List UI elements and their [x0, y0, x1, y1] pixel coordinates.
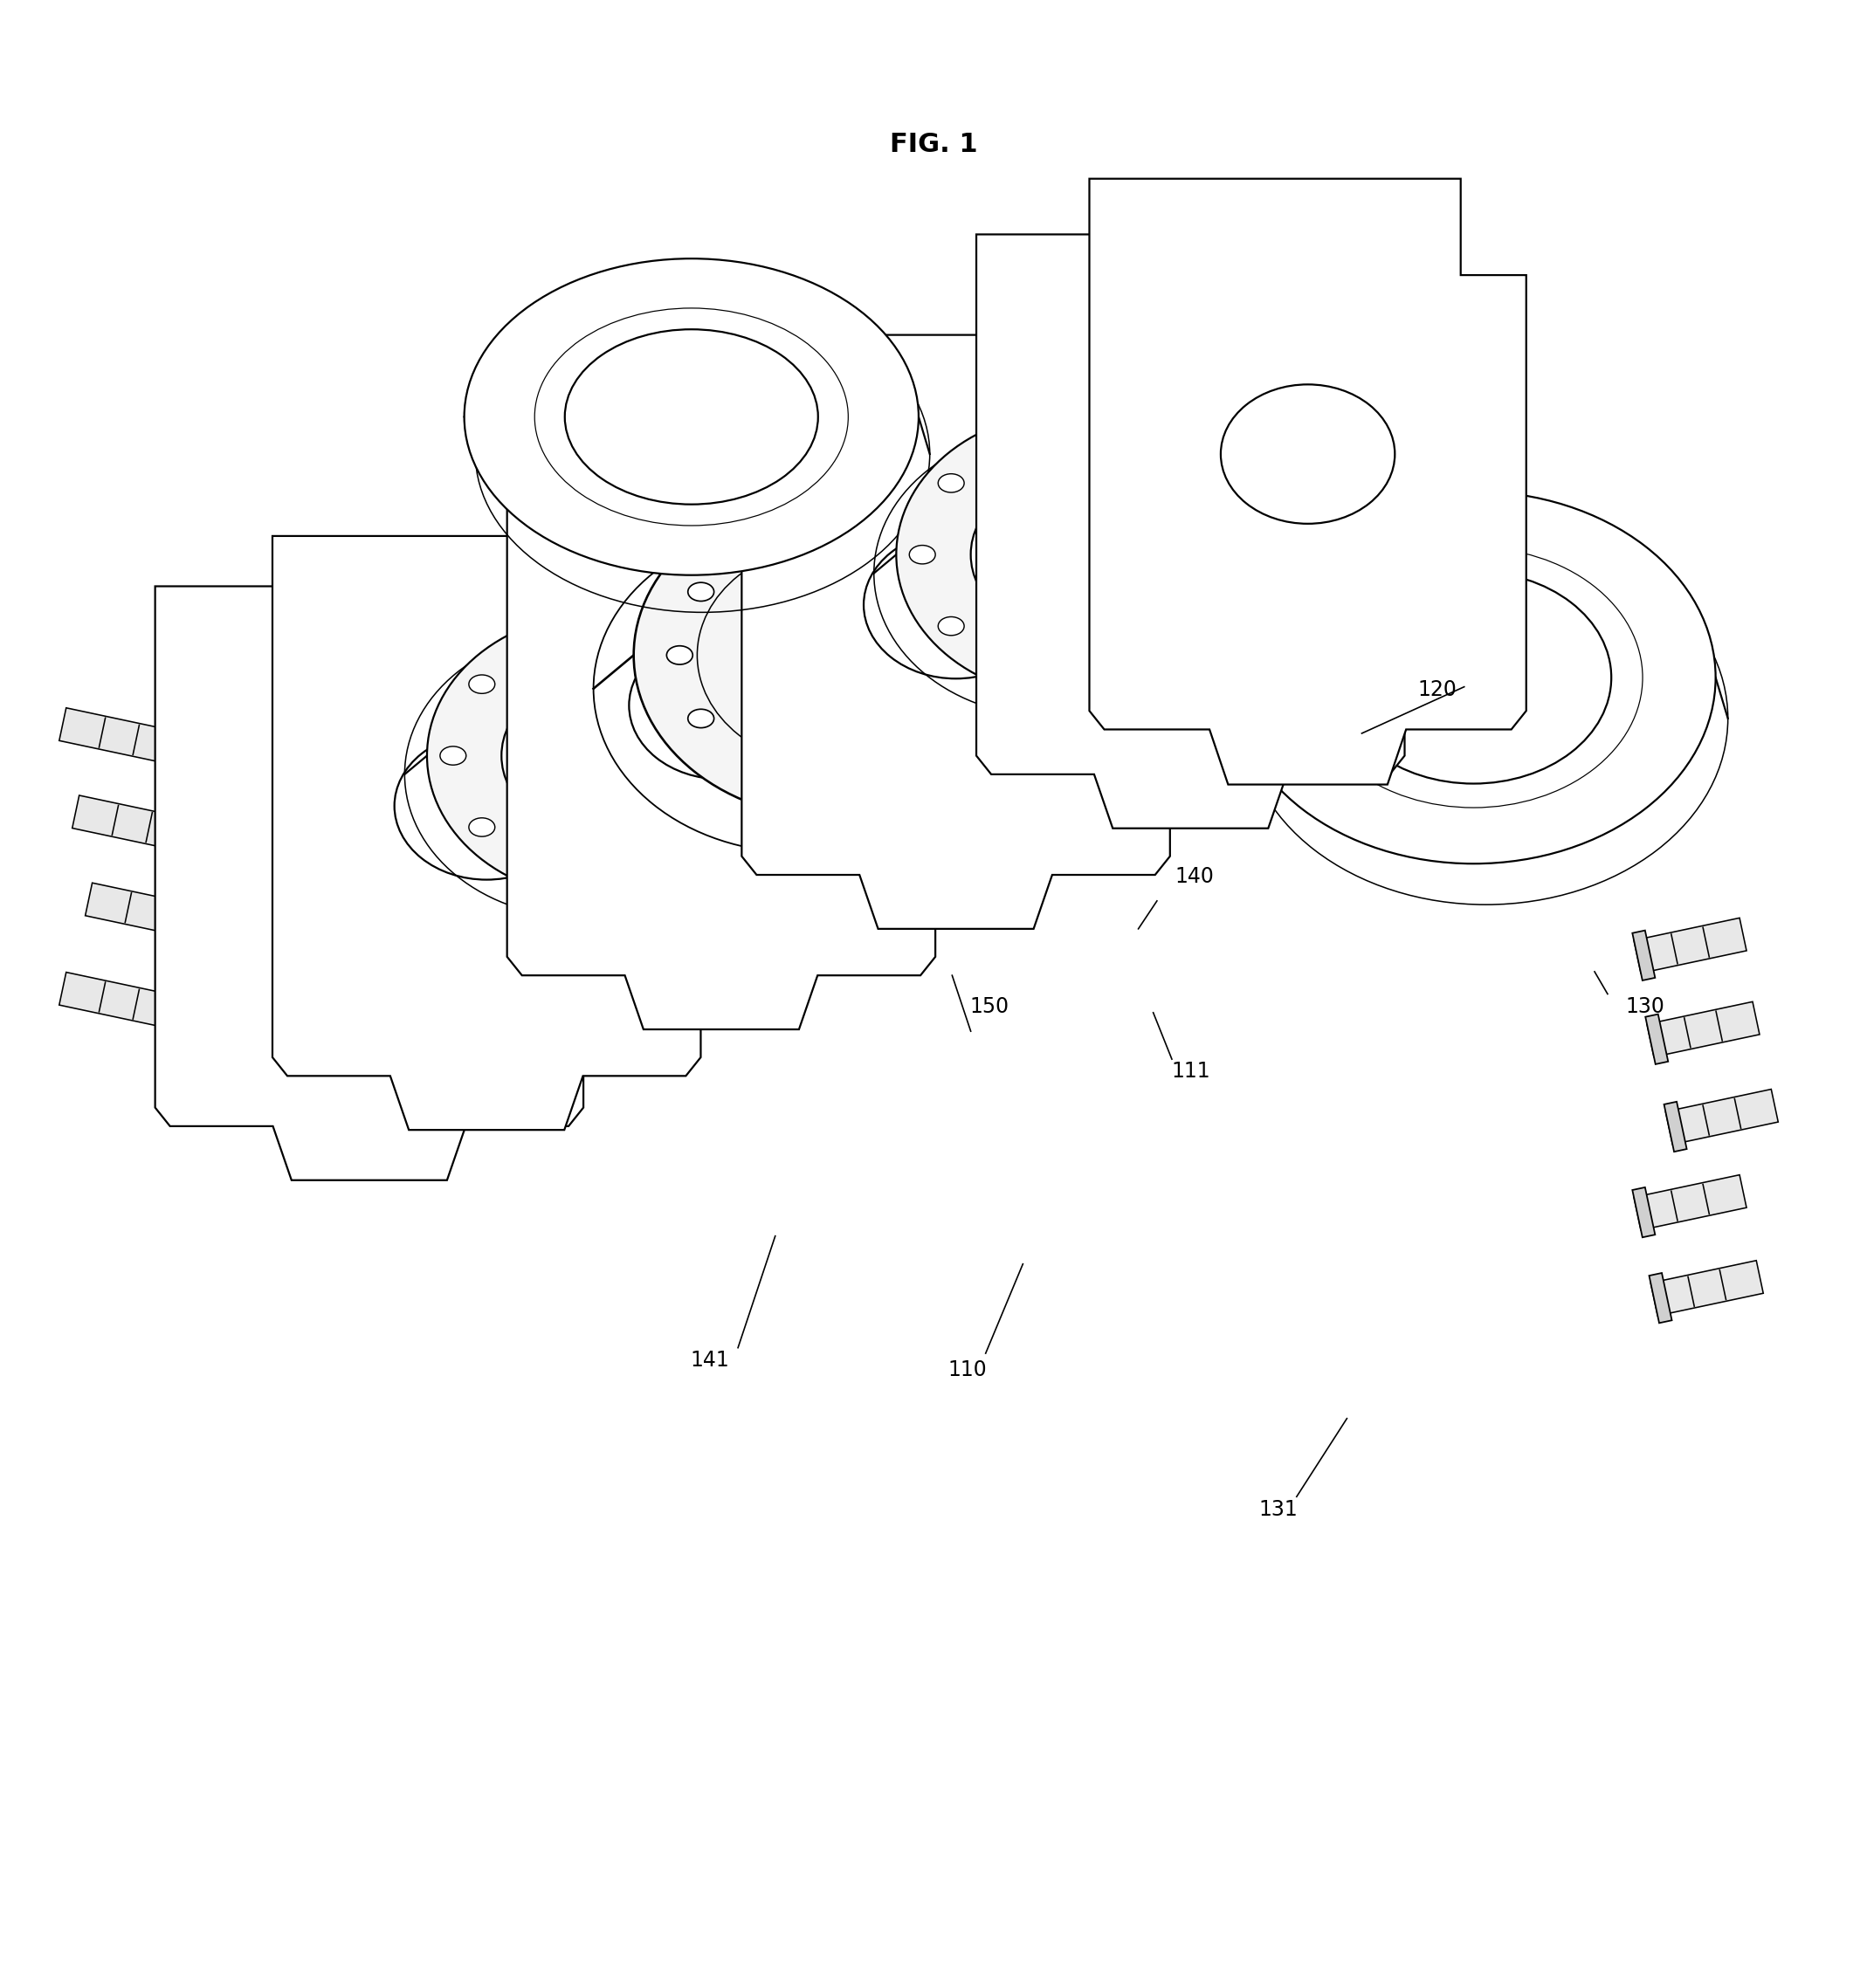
Polygon shape — [1634, 918, 1746, 974]
Ellipse shape — [1212, 545, 1238, 565]
Polygon shape — [86, 883, 205, 940]
Ellipse shape — [1182, 473, 1208, 493]
Polygon shape — [1632, 1187, 1656, 1237]
Text: 140: 140 — [1174, 865, 1214, 887]
Polygon shape — [157, 722, 181, 771]
Ellipse shape — [825, 773, 851, 791]
Ellipse shape — [545, 630, 569, 650]
Ellipse shape — [864, 531, 1047, 678]
Ellipse shape — [1107, 660, 1133, 680]
Ellipse shape — [637, 630, 663, 650]
Ellipse shape — [687, 710, 713, 728]
Polygon shape — [170, 809, 194, 859]
Polygon shape — [1663, 1101, 1686, 1151]
Ellipse shape — [1221, 384, 1395, 523]
Ellipse shape — [428, 612, 780, 899]
Ellipse shape — [276, 783, 461, 930]
Ellipse shape — [713, 674, 739, 694]
Ellipse shape — [441, 746, 467, 765]
Ellipse shape — [1098, 431, 1283, 579]
Ellipse shape — [502, 674, 706, 837]
Text: 141: 141 — [691, 1350, 730, 1370]
Text: 130: 130 — [1626, 996, 1665, 1018]
Ellipse shape — [1335, 571, 1611, 783]
Text: 111: 111 — [1171, 1062, 1210, 1081]
Polygon shape — [73, 795, 192, 853]
Ellipse shape — [963, 710, 990, 728]
Ellipse shape — [633, 491, 1044, 819]
Polygon shape — [1650, 1260, 1762, 1316]
Ellipse shape — [905, 755, 932, 773]
Ellipse shape — [394, 732, 579, 879]
Ellipse shape — [741, 746, 767, 765]
Ellipse shape — [629, 632, 814, 779]
Ellipse shape — [984, 646, 1010, 664]
Ellipse shape — [937, 616, 963, 636]
Polygon shape — [741, 334, 1171, 928]
Ellipse shape — [963, 582, 990, 600]
Ellipse shape — [971, 473, 1176, 636]
Ellipse shape — [545, 863, 569, 881]
Polygon shape — [1634, 1175, 1746, 1231]
Ellipse shape — [1014, 429, 1040, 447]
Polygon shape — [1088, 179, 1525, 785]
Polygon shape — [1645, 1014, 1667, 1064]
Polygon shape — [508, 435, 935, 1030]
Ellipse shape — [749, 584, 928, 726]
Ellipse shape — [1014, 660, 1040, 680]
Ellipse shape — [909, 545, 935, 565]
Polygon shape — [183, 897, 207, 946]
Text: 110: 110 — [947, 1360, 986, 1380]
Ellipse shape — [937, 473, 963, 493]
Polygon shape — [273, 537, 700, 1129]
Polygon shape — [1665, 1089, 1777, 1145]
Text: 150: 150 — [969, 996, 1008, 1018]
Ellipse shape — [713, 817, 739, 837]
Ellipse shape — [825, 519, 851, 539]
Polygon shape — [157, 986, 181, 1036]
Polygon shape — [155, 586, 583, 1181]
Polygon shape — [60, 972, 179, 1030]
Ellipse shape — [469, 817, 495, 837]
Polygon shape — [976, 235, 1404, 829]
Polygon shape — [1632, 930, 1656, 980]
Ellipse shape — [465, 258, 919, 575]
Ellipse shape — [667, 646, 693, 664]
Ellipse shape — [896, 412, 1251, 698]
Ellipse shape — [1232, 491, 1716, 863]
Polygon shape — [60, 708, 179, 765]
Polygon shape — [1647, 1002, 1759, 1058]
Ellipse shape — [566, 330, 818, 505]
Polygon shape — [1649, 1272, 1671, 1322]
Ellipse shape — [747, 537, 773, 555]
Ellipse shape — [905, 537, 932, 555]
Text: FIG. 1: FIG. 1 — [889, 131, 978, 157]
Ellipse shape — [469, 674, 495, 694]
Ellipse shape — [1107, 429, 1133, 447]
Text: 120: 120 — [1417, 680, 1456, 700]
Ellipse shape — [637, 863, 663, 881]
Ellipse shape — [1182, 616, 1208, 636]
Text: 131: 131 — [1258, 1499, 1298, 1519]
Ellipse shape — [687, 582, 713, 600]
Ellipse shape — [747, 755, 773, 773]
